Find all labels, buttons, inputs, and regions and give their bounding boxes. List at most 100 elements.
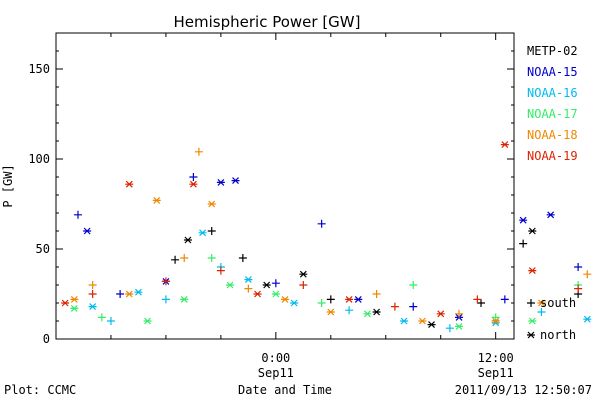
data-point-north <box>418 317 427 325</box>
data-point-north <box>345 295 354 303</box>
data-point-north <box>125 290 134 298</box>
data-point-north <box>427 321 436 329</box>
data-point-south <box>345 306 354 315</box>
data-point-north <box>491 317 500 325</box>
x-axis: 0:00Sep1112:00Sep110:00Sep1212:00Sep120:… <box>55 33 514 380</box>
data-point-south <box>194 147 203 156</box>
data-point-south <box>271 279 280 288</box>
data-point-south <box>88 290 97 298</box>
data-point-south <box>519 239 528 248</box>
y-tick-label: 150 <box>28 62 50 76</box>
data-point-south <box>97 313 106 322</box>
data-point-north <box>527 331 535 339</box>
data-point-north <box>528 317 537 325</box>
data-point-south <box>473 295 482 304</box>
data-point-north <box>207 200 216 208</box>
data-point-north <box>363 310 372 318</box>
x-axis-label: Date and Time <box>238 383 332 397</box>
data-point-north <box>253 290 262 298</box>
data-point-north <box>180 295 189 303</box>
data-point-south <box>477 299 486 307</box>
data-point-north <box>537 299 546 307</box>
x-tick-time-label: 12:00 <box>478 351 514 365</box>
data-points <box>61 141 592 333</box>
marker-legend-item: south <box>527 296 576 310</box>
data-point-south <box>390 302 399 311</box>
data-point-south <box>180 254 189 262</box>
legend-entry: METP-02 <box>527 44 578 58</box>
data-point-north <box>152 196 161 204</box>
legend-entry: NOAA-15 <box>527 65 578 79</box>
data-point-south <box>491 313 500 322</box>
data-point-south <box>317 299 326 307</box>
data-point-north <box>262 281 271 289</box>
data-point-north <box>436 310 445 318</box>
data-point-south <box>527 299 535 307</box>
data-point-north <box>455 322 464 330</box>
x-tick-date-label: Sep11 <box>478 366 514 380</box>
data-point-north <box>290 299 299 307</box>
data-point-south <box>189 173 198 181</box>
data-point-north <box>528 227 537 235</box>
data-point-north <box>125 180 134 188</box>
data-point-south <box>409 281 418 289</box>
data-point-north <box>189 180 198 188</box>
y-axis-label: P [GW] <box>1 164 15 207</box>
series-noaa-16 <box>88 229 592 333</box>
data-point-north <box>354 295 363 303</box>
data-point-south <box>238 254 247 262</box>
data-point-south <box>372 290 381 298</box>
data-point-south <box>161 295 170 304</box>
y-tick-label: 50 <box>36 242 50 256</box>
data-point-south <box>583 270 592 279</box>
data-point-south <box>207 227 216 235</box>
data-point-south <box>88 281 97 289</box>
data-point-north <box>83 227 92 235</box>
marker-legend-label: south <box>540 296 576 310</box>
data-point-north <box>400 317 409 325</box>
data-point-south <box>161 277 170 286</box>
data-point-north <box>216 178 225 186</box>
data-point-south <box>537 308 546 316</box>
x-tick-time-label: 0:00 <box>261 351 290 365</box>
series-noaa-19 <box>61 141 583 318</box>
marker-legend-label: north <box>540 328 576 342</box>
legend-entry: NOAA-17 <box>527 107 578 121</box>
chart-title: Hemispheric Power [GW] <box>174 13 361 31</box>
data-point-north <box>519 216 528 224</box>
series-noaa-15 <box>73 173 583 321</box>
data-point-north <box>281 295 289 303</box>
data-point-north <box>88 303 97 311</box>
data-point-north <box>61 299 70 307</box>
data-point-north <box>244 276 253 284</box>
data-point-north <box>326 308 335 316</box>
series-metp-02 <box>171 227 583 329</box>
data-point-north <box>231 177 240 185</box>
data-point-south <box>574 263 583 271</box>
data-point-south <box>455 309 464 318</box>
data-point-north <box>546 211 555 219</box>
data-point-north <box>183 236 192 244</box>
series-noaa-18 <box>70 147 592 325</box>
data-point-south <box>73 210 82 219</box>
data-point-north <box>226 281 235 289</box>
data-point-south <box>106 317 115 325</box>
data-point-north <box>271 290 280 298</box>
data-point-south <box>299 281 308 289</box>
data-point-south <box>244 284 253 293</box>
data-point-south <box>207 254 216 262</box>
data-point-north <box>299 270 308 278</box>
data-point-north <box>143 317 152 325</box>
x-tick-date-label: Sep11 <box>258 366 294 380</box>
y-tick-label: 0 <box>43 332 50 346</box>
marker-legend: south north <box>527 296 576 342</box>
data-point-south <box>445 324 454 333</box>
data-point-north <box>583 315 592 323</box>
data-point-south <box>409 302 418 311</box>
data-point-north <box>70 295 79 303</box>
data-point-south <box>500 295 509 304</box>
data-point-north <box>198 229 207 237</box>
data-point-north <box>70 304 79 312</box>
plot-frame <box>55 32 515 340</box>
